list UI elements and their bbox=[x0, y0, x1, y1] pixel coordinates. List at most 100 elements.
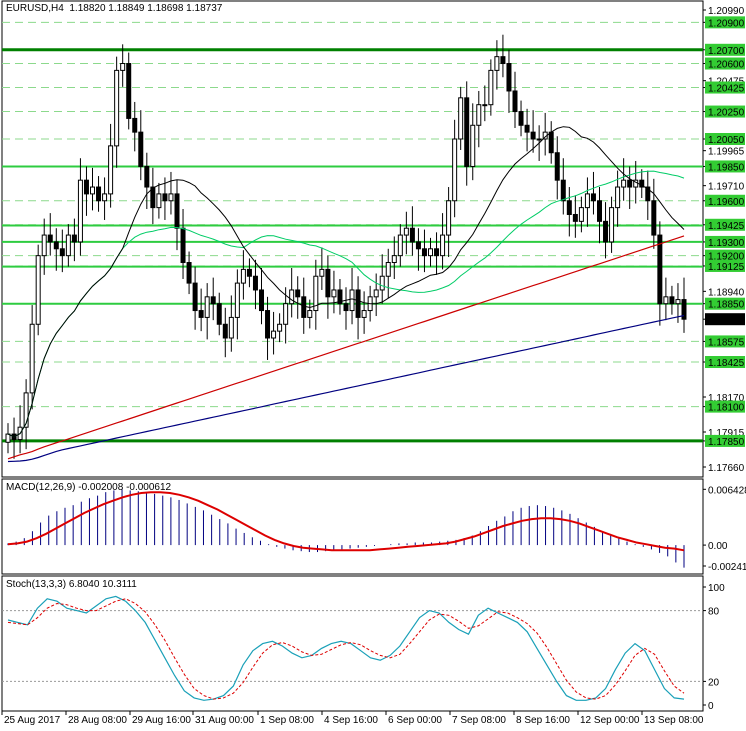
candle bbox=[373, 273, 379, 317]
time-tick-label: 25 Aug 2017 bbox=[4, 715, 61, 726]
level-price-label: 1.20600 bbox=[708, 60, 745, 71]
candle-body bbox=[174, 193, 180, 229]
candle-body bbox=[651, 200, 657, 236]
time-tick-label: 31 Aug 00:00 bbox=[195, 715, 254, 726]
stoch-pane-frame bbox=[1, 575, 704, 712]
close-value: 1.18737 bbox=[186, 3, 223, 14]
candle bbox=[440, 213, 446, 270]
candle-body bbox=[180, 227, 186, 264]
price-pane-frame bbox=[1, 0, 704, 478]
time-tick-label: 4 Sep 16:00 bbox=[324, 715, 378, 726]
candle bbox=[331, 270, 337, 314]
candle-body bbox=[560, 179, 566, 202]
candle bbox=[59, 229, 65, 273]
candle-body bbox=[132, 117, 138, 133]
macd-tick-label: -0.00241 bbox=[708, 562, 746, 573]
level-price-box bbox=[705, 235, 745, 248]
candle-body bbox=[379, 275, 385, 291]
candle bbox=[222, 307, 228, 358]
candle bbox=[65, 224, 71, 267]
candle bbox=[482, 85, 488, 122]
candle bbox=[234, 269, 240, 340]
candle bbox=[11, 417, 17, 459]
high-value: 1.18849 bbox=[108, 3, 145, 14]
price-tick-label: 1.18940 bbox=[708, 287, 745, 298]
candle bbox=[421, 229, 427, 273]
candles bbox=[5, 34, 687, 459]
candle bbox=[361, 291, 367, 334]
candle bbox=[53, 228, 59, 271]
level-price-box bbox=[705, 16, 745, 29]
level-price-label: 1.18850 bbox=[708, 300, 745, 311]
candle-body bbox=[222, 323, 228, 339]
candle-body bbox=[536, 138, 542, 141]
candle-body bbox=[663, 296, 669, 305]
price-tick-label: 1.18170 bbox=[708, 393, 745, 404]
level-price-label: 1.20425 bbox=[708, 84, 745, 95]
candle-body bbox=[615, 186, 621, 209]
level-price-box bbox=[705, 335, 745, 348]
candle-body bbox=[319, 268, 325, 277]
time-tick-label: 29 Aug 16:00 bbox=[132, 715, 191, 726]
candle bbox=[452, 119, 458, 218]
level-price-label: 1.19425 bbox=[708, 221, 745, 232]
candle bbox=[108, 123, 114, 208]
candle bbox=[102, 177, 108, 220]
macd-tick-label: 0.00 bbox=[708, 541, 728, 552]
candle-body bbox=[108, 145, 114, 195]
candle bbox=[192, 266, 198, 330]
candle-body bbox=[259, 289, 264, 312]
candle-body bbox=[609, 207, 615, 243]
candle-body bbox=[35, 255, 41, 325]
candle bbox=[228, 295, 234, 352]
candle-body bbox=[681, 299, 687, 320]
candle-body bbox=[29, 323, 35, 394]
candle-body bbox=[506, 63, 512, 92]
candle bbox=[566, 187, 572, 237]
candle bbox=[289, 268, 295, 318]
level-price-label: 1.20900 bbox=[708, 18, 745, 29]
candle bbox=[5, 423, 11, 454]
candle bbox=[500, 34, 506, 78]
level-price-box bbox=[705, 105, 745, 118]
candle-body bbox=[572, 213, 578, 222]
macd-title: MACD(12,26,9) -0.002008 -0.000612 bbox=[6, 482, 172, 493]
level-price-label: 1.18100 bbox=[708, 403, 745, 414]
candle bbox=[476, 90, 482, 148]
current-price-box bbox=[705, 313, 745, 326]
candle-body bbox=[452, 138, 458, 202]
candle bbox=[542, 112, 548, 156]
candle bbox=[639, 169, 645, 199]
stoch-main-line bbox=[7, 595, 685, 701]
candle bbox=[150, 167, 156, 225]
level-price-label: 1.20700 bbox=[708, 46, 745, 57]
price-tick-label: 1.19965 bbox=[708, 147, 745, 158]
candle-body bbox=[83, 179, 89, 195]
level-price-label: 1.19850 bbox=[708, 162, 745, 173]
candle bbox=[337, 278, 343, 315]
candle bbox=[210, 277, 216, 321]
candle bbox=[530, 110, 536, 153]
candle bbox=[403, 211, 409, 255]
level-price-label: 1.20050 bbox=[708, 135, 745, 146]
candle bbox=[71, 218, 77, 262]
candle-body bbox=[162, 193, 168, 202]
candle-body bbox=[114, 69, 120, 147]
candle-body bbox=[120, 63, 126, 71]
candle bbox=[162, 177, 168, 220]
candle-body bbox=[252, 275, 258, 291]
stoch-title: Stoch(13,3,3) 6.8040 10.3111 bbox=[6, 579, 137, 590]
candle-body bbox=[403, 227, 409, 236]
candle-body bbox=[476, 104, 482, 126]
candle-body bbox=[77, 179, 83, 243]
candle-body bbox=[41, 234, 47, 257]
candle-body bbox=[283, 303, 289, 325]
candle bbox=[657, 221, 663, 326]
candle bbox=[590, 171, 596, 215]
level-price-label: 1.19300 bbox=[708, 238, 745, 249]
candle bbox=[126, 52, 132, 130]
candle-body bbox=[397, 234, 403, 257]
candle-body bbox=[65, 234, 71, 257]
